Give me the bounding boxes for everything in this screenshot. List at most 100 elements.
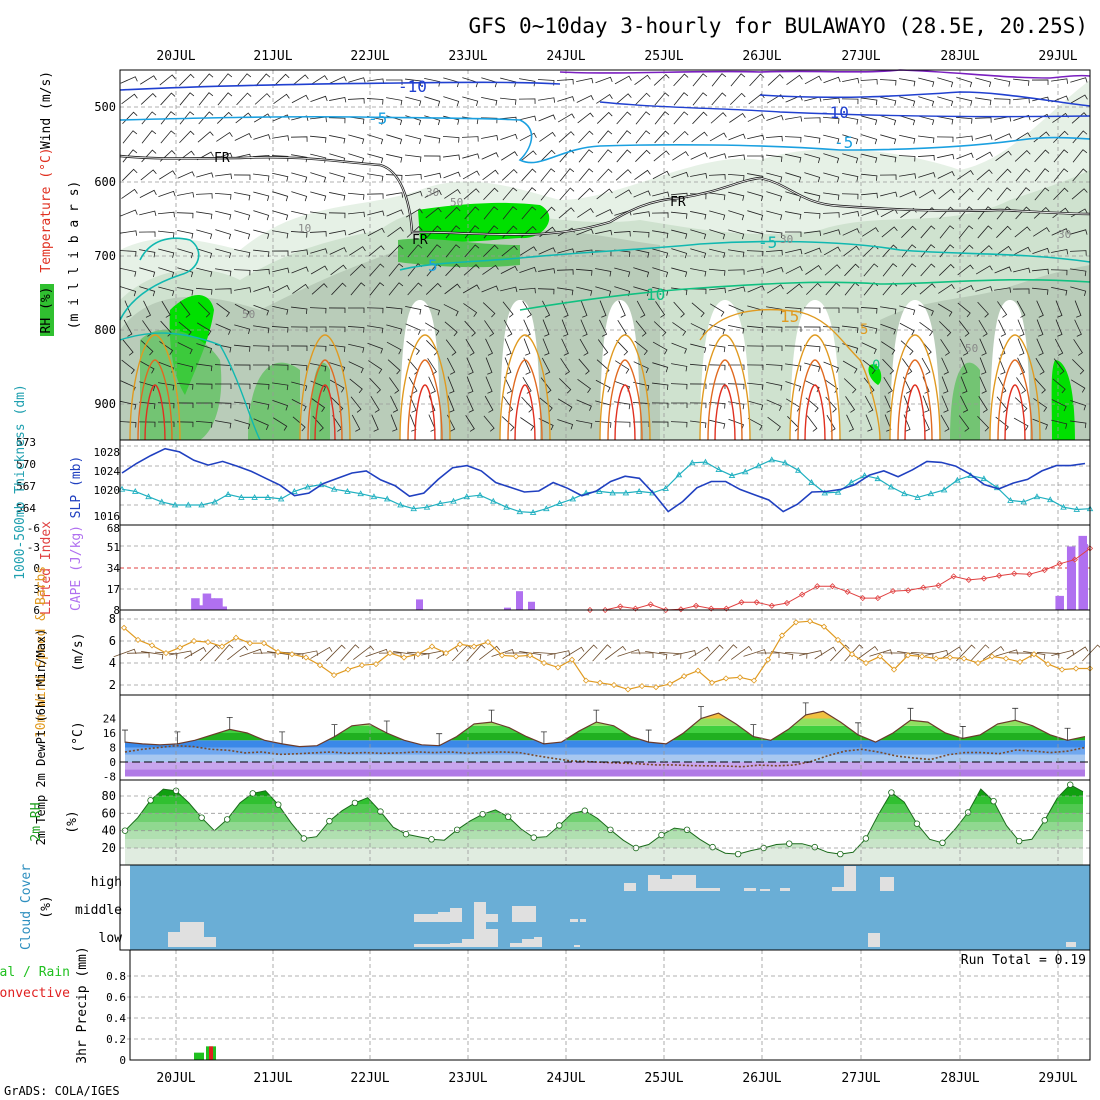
wind-barb — [766, 381, 783, 391]
wind-barb — [214, 288, 232, 294]
wind-barb — [937, 96, 954, 107]
panel-thickness-slp: 573 570 567 564 1028 1024 1020 1016 1000-500mb … — [13, 384, 1094, 580]
temp-tick: 0 — [109, 756, 116, 769]
wind-barb — [485, 357, 493, 375]
wind-barb — [367, 210, 385, 216]
wind-barb — [347, 307, 365, 314]
wind-barb — [1072, 149, 1088, 163]
wind-barb — [709, 229, 726, 240]
wind-speed-point — [414, 651, 422, 658]
wind-barb — [328, 307, 346, 314]
wind-barb — [1051, 78, 1069, 84]
contour-hot — [514, 384, 536, 441]
wind-barb — [824, 379, 839, 393]
cloud-bar — [180, 922, 192, 947]
cloud-bar — [450, 943, 462, 947]
wind-barb — [388, 282, 404, 296]
sfc-wind-barb — [956, 644, 976, 662]
wind-barb — [292, 283, 309, 294]
wind-barb — [654, 92, 670, 106]
rh-point — [837, 850, 844, 858]
wind-barb — [504, 338, 512, 356]
thickness-point — [954, 476, 961, 483]
thickness-point — [848, 478, 855, 485]
li-point — [738, 599, 745, 606]
wind-barb — [1050, 269, 1068, 276]
wind-barb — [385, 174, 403, 181]
wind-barb — [369, 282, 385, 296]
panel-precip: 0.8 0.6 0.4 0.2 0 Run Total = 0.19 3hr Preci… — [0, 946, 1091, 1067]
temp-band — [125, 733, 1085, 741]
wind-barb — [542, 319, 550, 337]
wind-barb — [615, 360, 630, 374]
wind-barb — [143, 300, 152, 318]
wind-barb — [292, 416, 306, 432]
wind-barb — [653, 150, 670, 162]
wind-barb — [918, 189, 936, 199]
rh-point — [964, 809, 972, 816]
wind-barb — [880, 134, 897, 145]
wind-barb — [328, 326, 346, 333]
wind-barb — [938, 284, 955, 294]
thickness-point — [702, 458, 709, 465]
wind-barb — [177, 248, 194, 259]
wind-barb — [729, 112, 746, 123]
wind-barb — [445, 244, 461, 258]
thickness-point — [543, 505, 550, 512]
wind-barb — [785, 172, 802, 183]
wind-barb — [899, 134, 916, 144]
wind-barb — [253, 400, 270, 410]
wind-speed-point — [890, 666, 898, 673]
sfc-wind-barb — [756, 652, 780, 659]
thickness-point — [423, 503, 431, 510]
wind-barb — [709, 210, 726, 221]
wind-barb — [822, 116, 840, 124]
thickness-point — [741, 468, 749, 475]
wind-barb — [462, 170, 480, 180]
wind-barb — [1034, 377, 1046, 394]
wind-speed-point — [904, 652, 912, 659]
li-tick: -6 — [27, 522, 40, 535]
wind-barb — [482, 264, 499, 275]
wind-barb — [786, 74, 803, 86]
thickness-point — [277, 495, 285, 502]
wind-barb — [823, 344, 840, 353]
wind-barb — [1070, 379, 1086, 393]
wind-barb — [425, 282, 442, 295]
sfc-wind-barb — [532, 651, 556, 659]
wind-barb — [521, 187, 537, 201]
thickness-point — [808, 478, 815, 485]
wind-barb — [997, 376, 1007, 394]
wind-barb — [272, 230, 289, 239]
wind-barb — [120, 267, 137, 277]
dry-column — [890, 300, 940, 440]
wind-barb — [215, 268, 232, 277]
wind-barb — [291, 154, 308, 163]
cloud-bar — [450, 908, 462, 922]
wind-barb — [616, 149, 632, 163]
wind-barb — [158, 382, 175, 391]
wind-barb — [938, 263, 955, 276]
wind-barb — [1016, 377, 1027, 394]
wind-barb — [861, 342, 877, 355]
cloud-bar — [844, 866, 856, 891]
wind-barb — [636, 300, 646, 318]
thickness-point — [675, 471, 683, 478]
wind-barb — [311, 283, 328, 295]
cloud-bar — [168, 932, 180, 947]
wind-barb — [500, 77, 517, 87]
wind-speed-point — [470, 643, 478, 650]
wind-barb — [195, 402, 213, 409]
wind-barb — [390, 414, 398, 432]
cloud-bar — [760, 889, 770, 891]
wind-barb — [424, 189, 442, 198]
wind-barb — [842, 77, 860, 84]
wind-barb — [803, 307, 821, 314]
contour-warm — [797, 359, 833, 441]
wind-barb — [442, 135, 460, 143]
thickness-point — [1033, 493, 1041, 500]
wind-barb — [347, 192, 365, 200]
wind-barb — [749, 73, 765, 87]
wind-speed-point — [512, 653, 520, 660]
minmax-bar — [1064, 727, 1071, 741]
